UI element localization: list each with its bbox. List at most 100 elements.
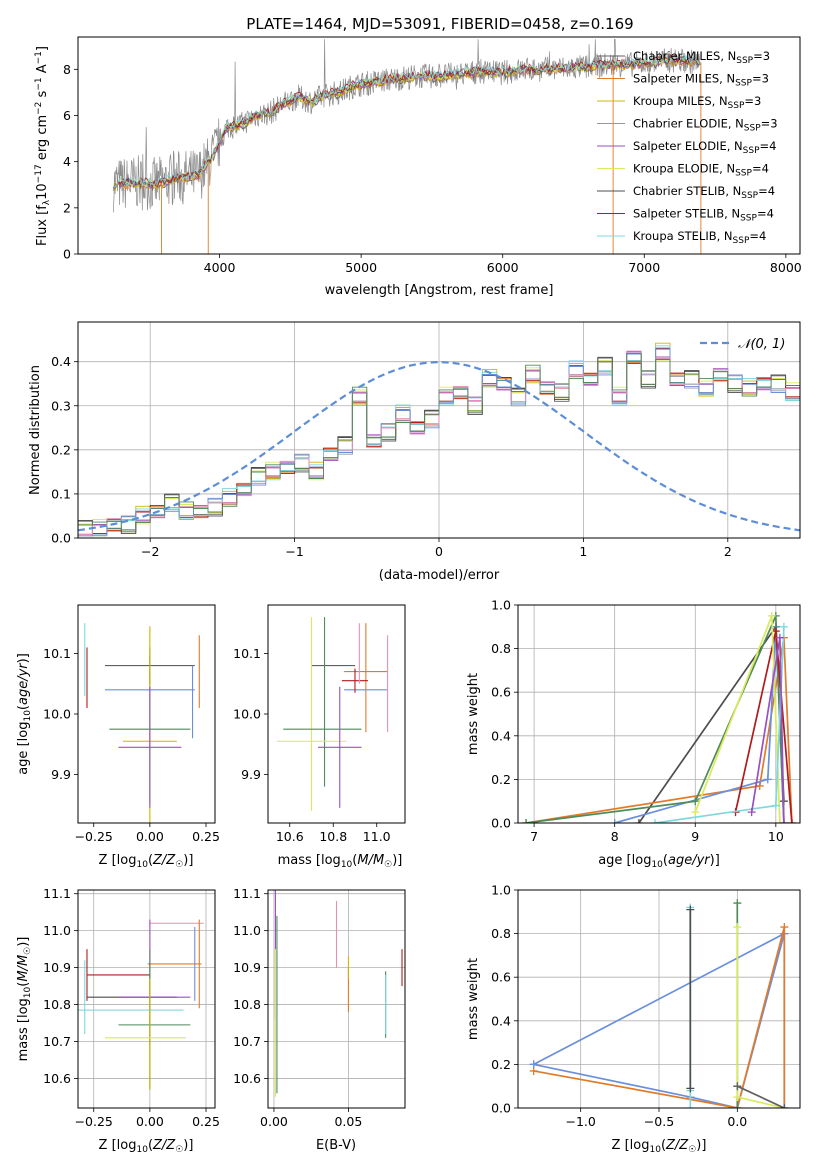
age-mass-xlabel-part: ☉ bbox=[384, 860, 392, 870]
legend-entry-part: =4 bbox=[752, 162, 769, 176]
legend-entry-part: SSP bbox=[735, 79, 752, 89]
weight-age-ytick-label: 0.4 bbox=[491, 728, 511, 743]
mass-z-ytick-label: 10.7 bbox=[43, 1034, 71, 1049]
weight-z-xlabel-part: ( bbox=[661, 1138, 666, 1153]
mass-z-ytick-label: 10.8 bbox=[43, 997, 71, 1012]
legend-entry-part: =3 bbox=[744, 94, 761, 108]
weight-age-ylabel: mass weight bbox=[466, 673, 481, 755]
histogram-step bbox=[78, 353, 800, 538]
weight-marker bbox=[529, 1066, 538, 1075]
legend-entry-part: Kroupa ELODIE, N bbox=[633, 162, 735, 176]
weight-marker bbox=[755, 781, 764, 790]
weight-age-ytick-label: 0.6 bbox=[491, 685, 511, 700]
mass-z-ylabel-part: ☉ bbox=[23, 947, 33, 955]
residuals-xtick-label: −1 bbox=[285, 544, 303, 559]
legend-entry: Salpeter MILES, NSSP=3 bbox=[633, 72, 769, 89]
weight-age-ytick-label: 0.8 bbox=[491, 641, 511, 656]
weight-z-xtick-label: −1.0 bbox=[565, 1114, 595, 1129]
age-mass-xlabel-part: )] bbox=[392, 853, 402, 868]
plot-layer: 4000 5000 6000 7000 8000 0 2 4 6 8 wavelength [Ang… bbox=[16, 36, 802, 1155]
weight-marker bbox=[691, 797, 700, 806]
age-z-ytick-label: 10.0 bbox=[43, 707, 71, 722]
legend-entry: Salpeter ELODIE, NSSP=4 bbox=[633, 139, 776, 156]
mass-z-ytick-label: 10.9 bbox=[43, 960, 71, 975]
figure-title: PLATE=1464, MJD=53091, FIBERID=0458, z=0… bbox=[246, 15, 633, 33]
mass-z-ylabel-part: )] bbox=[16, 937, 31, 947]
mass-z-xlabel-part: )] bbox=[183, 1138, 193, 1153]
weight-age-xlabel-part: 10 bbox=[651, 860, 663, 870]
age-mass-xlabel-part: 10 bbox=[341, 860, 353, 870]
legend-entry-part: Salpeter MILES, N bbox=[633, 72, 735, 86]
weight-marker bbox=[747, 808, 756, 817]
spectrum-marks bbox=[112, 38, 702, 254]
age-z-xlabel-part: Z [log bbox=[99, 853, 137, 868]
mass-z-ytick-label: 11.1 bbox=[43, 886, 71, 901]
spectrum-ylabel-part: 10 bbox=[35, 183, 50, 200]
spectrum-xtick-label: 7000 bbox=[628, 260, 660, 275]
weight-age-xlabel-part: age [log bbox=[598, 853, 651, 868]
legend-entry: Kroupa MILES, NSSP=3 bbox=[633, 94, 761, 111]
mass-ebv-xtick-label: 0.05 bbox=[334, 1114, 362, 1129]
mass-ebv-ytick-label: 10.6 bbox=[233, 1071, 261, 1086]
weight-z-ytick-label: 0.4 bbox=[491, 1013, 511, 1028]
age-mass-xlabel: mass [log10(M/M☉)] bbox=[278, 853, 403, 870]
legend-entry-part: =4 bbox=[749, 229, 766, 243]
weight-z-ytick-label: 0.6 bbox=[491, 970, 511, 985]
weight-z-xlabel-part: ☉ bbox=[688, 1145, 696, 1155]
weight-line bbox=[525, 615, 785, 823]
legend-entry-part: =4 bbox=[758, 184, 775, 198]
spectrum-ylabel-part: −17 bbox=[34, 164, 44, 183]
weight-z-ytick-label: 0.0 bbox=[491, 1101, 511, 1116]
weight-z-xlabel-part: 10 bbox=[649, 1145, 661, 1155]
residuals-ytick-label: 0.0 bbox=[51, 531, 71, 546]
weight-marker bbox=[763, 775, 772, 784]
mass-z-xlabel-part: Z/Z bbox=[152, 1138, 176, 1153]
weight-marker bbox=[780, 923, 789, 932]
mass-ebv-frame bbox=[267, 889, 406, 1109]
age-z-xtick-label: 0.00 bbox=[136, 829, 164, 844]
mass-z-xtick-label: 0.00 bbox=[136, 1114, 164, 1129]
mass-z-panel: −0.25 0.00 0.25 10.6 10.7 10.8 10.9 11.0 11.1 Z [… bbox=[16, 886, 220, 1155]
age-z-marks bbox=[84, 623, 200, 823]
weight-marker bbox=[775, 819, 784, 823]
residuals-marks bbox=[78, 342, 800, 538]
legend-entry-part: Kroupa STELIB, N bbox=[633, 229, 733, 243]
histogram-step bbox=[78, 353, 800, 538]
age-z-ylabel-part: age/yr bbox=[16, 662, 31, 705]
weight-marker bbox=[686, 1084, 695, 1093]
legend-entry-part: SSP bbox=[735, 169, 752, 179]
residuals-xtick-label: 1 bbox=[579, 544, 587, 559]
age-mass-panel: 10.6 10.8 11.0 9.9 10.0 10.1 mass [log10(M/M☉)… bbox=[233, 604, 406, 870]
weight-age-xlabel-part: ( bbox=[663, 853, 668, 868]
legend-entry-part: SSP bbox=[728, 101, 745, 111]
age-z-xlabel-part: 10 bbox=[136, 860, 148, 870]
weight-age-ytick-label: 0.2 bbox=[491, 772, 511, 787]
age-z-ylabel: age [log10(age/yr)] bbox=[16, 653, 33, 775]
age-z-xlabel: Z [log10(Z/Z☉)] bbox=[99, 853, 194, 870]
weight-z-xtick-label: −0.5 bbox=[644, 1114, 674, 1129]
legend-entry-part: Salpeter STELIB, N bbox=[633, 207, 740, 221]
legend-entry-part: Chabrier STELIB, N bbox=[633, 184, 741, 198]
residuals-ytick-label: 0.3 bbox=[51, 398, 71, 413]
weight-age-xtick-label: 8 bbox=[611, 829, 619, 844]
mass-z-xlabel-part: 10 bbox=[136, 1145, 148, 1155]
weight-age-xtick-label: 10 bbox=[768, 829, 784, 844]
weight-marker bbox=[771, 801, 780, 810]
weight-marker bbox=[650, 819, 659, 823]
weight-age-frame bbox=[517, 604, 801, 824]
weight-marker bbox=[686, 1104, 695, 1108]
mass-z-xtick-label: −0.25 bbox=[75, 1114, 113, 1129]
spectrum-xtick-label: 5000 bbox=[345, 260, 377, 275]
weight-z-panel: −1.0 −0.5 0.0 0.0 0.2 0.4 0.6 0.8 1.0 Z [log10(Z/… bbox=[466, 883, 801, 1155]
weight-marker bbox=[733, 1093, 742, 1102]
spectrum-ytick-label: 0 bbox=[63, 247, 71, 262]
mass-z-ylabel-part: mass [log bbox=[16, 998, 31, 1061]
mass-z-xlabel-part: ☉ bbox=[175, 1145, 183, 1155]
weight-line bbox=[533, 932, 785, 1066]
legend-entry-part: Salpeter ELODIE, N bbox=[633, 139, 743, 153]
weight-age-xlabel-part: age/yr bbox=[668, 853, 711, 868]
residuals-panel: −2 −1 0 1 2 0.0 0.1 0.2 0.3 0.4 𝒩(0, 1) (data-model… bbox=[28, 321, 801, 583]
age-mass-ytick-label: 9.9 bbox=[241, 767, 261, 782]
weight-z-ytick-label: 0.2 bbox=[491, 1057, 511, 1072]
legend-entry-part: SSP bbox=[744, 124, 761, 134]
